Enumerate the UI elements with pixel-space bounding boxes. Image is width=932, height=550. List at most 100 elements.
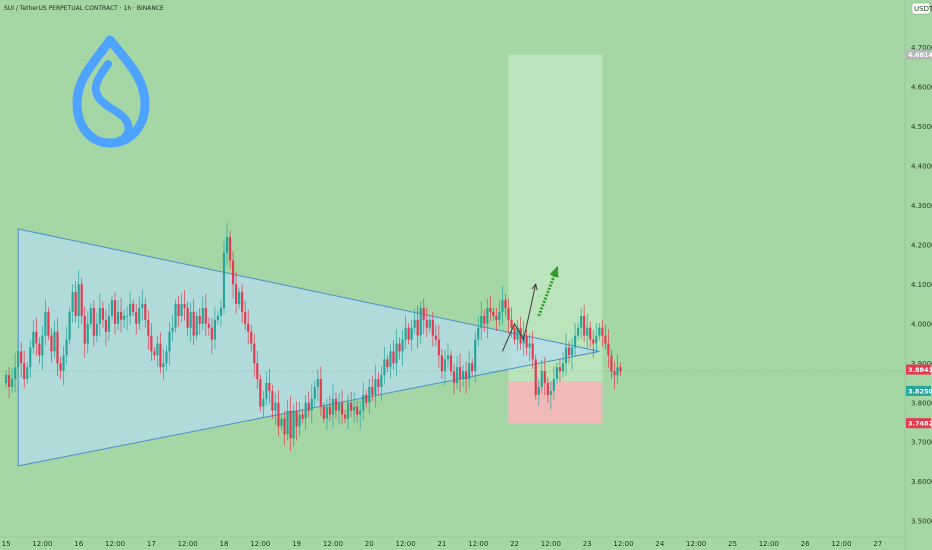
currency-label[interactable]: USDT [914, 5, 932, 13]
candle-body [277, 402, 280, 427]
time-tick-label: 12:00 [686, 540, 706, 548]
candle-body [195, 315, 198, 336]
candle-body [98, 307, 101, 324]
candle-body [449, 355, 453, 372]
symbol-legend: SUI / TetherUS PERPETUAL CONTRACT · 1h ·… [4, 5, 164, 12]
currency-badge[interactable] [911, 2, 931, 15]
time-tick-label: 12:00 [250, 540, 270, 548]
candle-body [516, 327, 519, 340]
candle-body [65, 339, 68, 356]
candle-body [480, 315, 483, 328]
candle-body [619, 367, 622, 372]
price-tag [906, 49, 931, 60]
candle-body [589, 327, 592, 340]
candle-body [162, 363, 165, 368]
price-tick-label: 3.6000 [911, 478, 932, 486]
candle-body [198, 315, 201, 324]
time-tick-label: 26 [801, 540, 810, 548]
time-scale[interactable]: 15 12:00 16 12:00 17 12:00 18 12:00 19 12:00 20 12:… [0, 536, 905, 548]
candle-body [116, 311, 120, 324]
candle-body [44, 311, 47, 336]
candle-body [259, 379, 262, 407]
candle-body [177, 304, 180, 316]
candle-body [92, 307, 95, 336]
candle-body [53, 331, 56, 352]
candle-body [59, 363, 62, 372]
candle-body [489, 307, 492, 312]
time-tick-label: 24 [655, 540, 664, 548]
candle-body [86, 323, 89, 344]
price-scale[interactable]: 4.7000 4.6000 4.5000 4.4000 4.3000 4.2000 4.10… [904, 0, 932, 550]
candle-body [343, 414, 347, 419]
candle-body [395, 343, 398, 364]
candle-body [458, 367, 462, 380]
time-tick-label: 12:00 [323, 540, 343, 548]
candle-body [26, 367, 29, 380]
candle-body [244, 311, 247, 324]
candle-body [250, 331, 253, 344]
candle-body [607, 343, 610, 356]
candle-body [328, 406, 332, 415]
candle-body [147, 319, 150, 336]
candle-body [289, 410, 292, 439]
price-tag-label: 3.7482 [908, 420, 932, 428]
candle-body [11, 379, 14, 387]
candle-body [292, 410, 295, 439]
candle-body [35, 331, 38, 344]
candle-body [247, 323, 250, 332]
candle-body [440, 355, 443, 372]
candle-body [104, 319, 108, 332]
candle-body [398, 343, 401, 352]
candle-body [555, 367, 559, 380]
candle-body [38, 343, 41, 356]
candle-body [113, 300, 117, 324]
candle-body [528, 343, 531, 348]
candle-body [180, 304, 183, 316]
candle-body [401, 339, 404, 352]
candle-body [80, 284, 83, 316]
candle-body [573, 335, 577, 348]
candle-body [29, 347, 32, 368]
candle-body [577, 327, 580, 336]
candle-body [265, 383, 268, 399]
time-tick-label: 23 [583, 540, 592, 548]
candle-body [495, 315, 498, 320]
candle-body [419, 307, 422, 336]
candle-body [331, 398, 335, 415]
candle-body [207, 323, 210, 328]
price-tag [906, 418, 931, 429]
candle-body [610, 355, 613, 372]
price-tick-label: 3.9000 [911, 360, 932, 368]
candle-body [222, 252, 226, 308]
time-tick-label: 12:00 [468, 540, 488, 548]
candle-body [47, 311, 50, 336]
candle-body [586, 327, 589, 336]
price-tick-label: 4.0000 [911, 320, 932, 328]
candle-body [483, 315, 486, 324]
price-tick-label: 4.1000 [911, 281, 932, 289]
time-tick-label: 18 [220, 540, 229, 548]
time-tick-label: 16 [74, 540, 83, 548]
candle-body [225, 236, 229, 253]
candle-body [138, 307, 141, 324]
price-tag [906, 385, 931, 396]
annotations-layer [501, 265, 559, 352]
price-tick-label: 4.6000 [911, 83, 932, 91]
candle-body [295, 410, 298, 427]
time-tick-label: 17 [147, 540, 156, 548]
candle-body [304, 402, 307, 419]
price-tick-label: 4.2000 [911, 241, 932, 249]
candle-body [186, 307, 189, 328]
candle-body [119, 311, 123, 320]
candle-body [543, 371, 546, 384]
candle-body [425, 319, 428, 328]
candle-body [283, 418, 286, 435]
candle-body [416, 319, 419, 336]
candle-body [477, 327, 480, 340]
candle-body [592, 339, 595, 344]
candle-body [519, 327, 522, 344]
candle-body [537, 386, 540, 395]
candle-body [286, 410, 289, 435]
